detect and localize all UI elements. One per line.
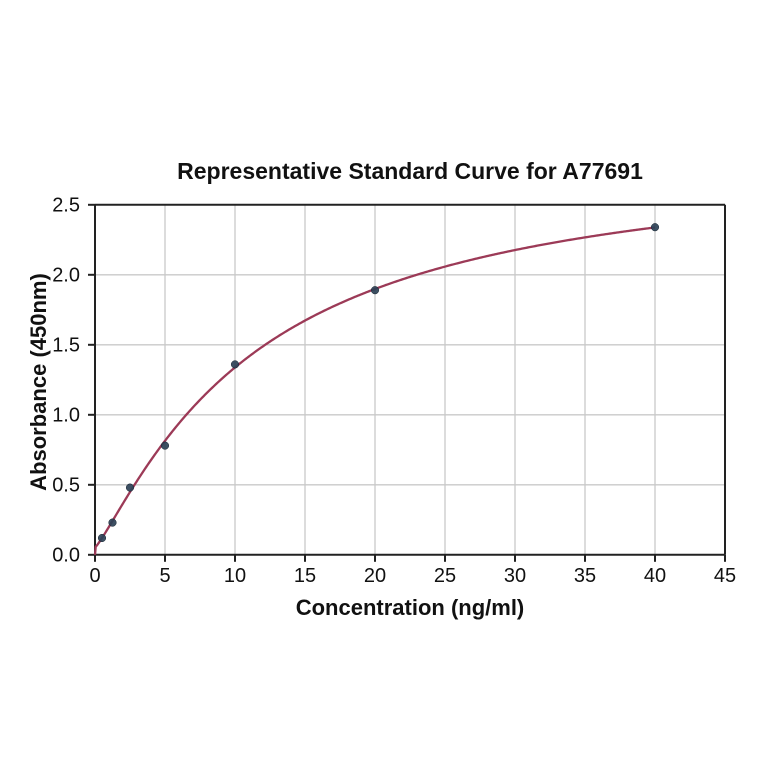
- svg-text:0: 0: [89, 565, 100, 587]
- svg-text:0.5: 0.5: [52, 475, 80, 497]
- svg-text:40: 40: [644, 565, 666, 587]
- svg-text:1.0: 1.0: [52, 405, 80, 427]
- svg-text:2.5: 2.5: [52, 195, 80, 217]
- svg-text:0.0: 0.0: [52, 545, 80, 567]
- svg-text:35: 35: [574, 565, 596, 587]
- svg-text:25: 25: [434, 565, 456, 587]
- svg-text:20: 20: [364, 565, 386, 587]
- svg-text:1.5: 1.5: [52, 335, 80, 357]
- svg-text:10: 10: [224, 565, 246, 587]
- svg-text:5: 5: [159, 565, 170, 587]
- svg-text:45: 45: [714, 565, 736, 587]
- svg-text:2.0: 2.0: [52, 265, 80, 287]
- svg-text:15: 15: [294, 565, 316, 587]
- svg-text:30: 30: [504, 565, 526, 587]
